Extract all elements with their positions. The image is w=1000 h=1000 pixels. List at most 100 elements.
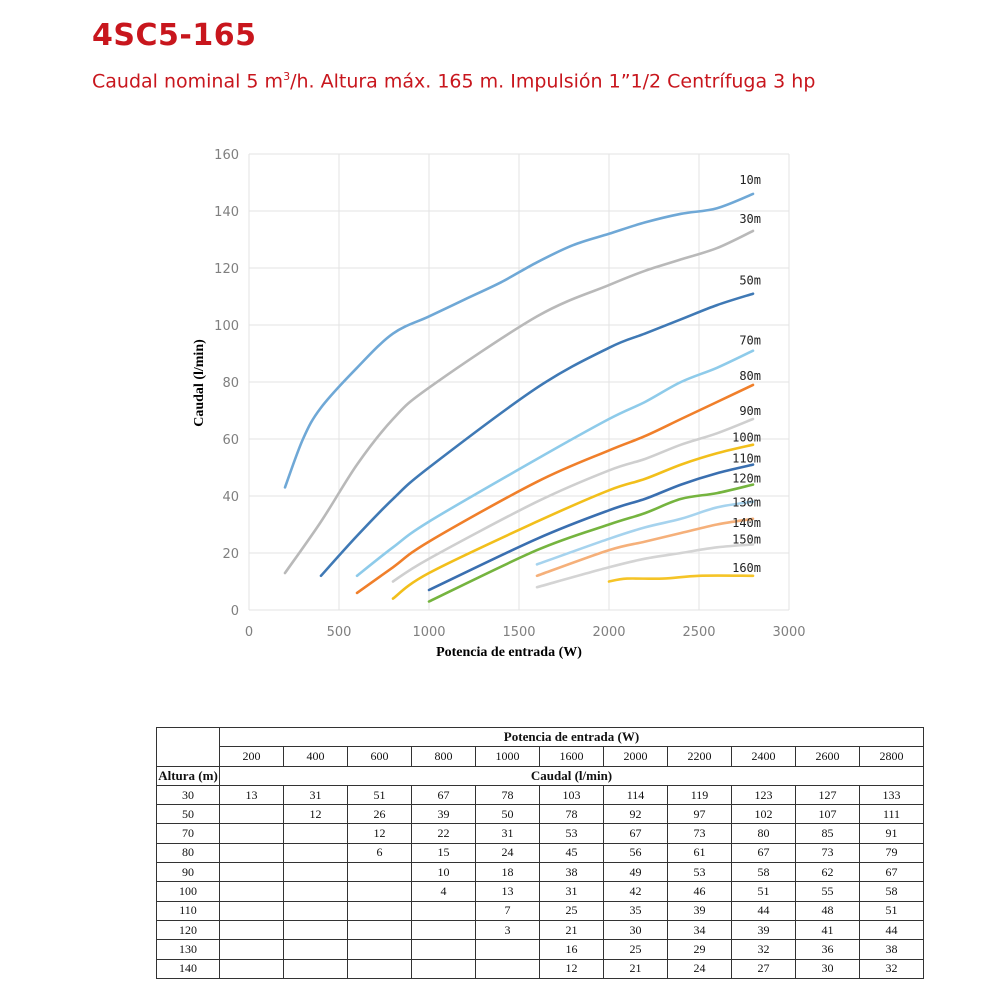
table-cell: 39	[667, 900, 732, 921]
table-cell	[347, 958, 412, 979]
subtitle-superscript: 3	[283, 70, 291, 83]
table-cell	[219, 804, 284, 825]
chart-series-labels: 10m 30m 50m 70m 80m 90m 100m 110m 120m 130m 140m 15…	[732, 173, 761, 575]
table-cell: 67	[859, 862, 924, 883]
table-power-row: 200 400 600 800 1000 1600 2000 2200 2400 2600 2800	[157, 746, 924, 767]
table-cell: 48	[795, 900, 860, 921]
table-cell	[219, 939, 284, 960]
table-cell: 67	[731, 842, 796, 864]
page-subtitle: Caudal nominal 5 m3/h. Altura máx. 165 m…	[92, 70, 815, 92]
table-row: 100 4 13 31 42 46 51 55 58	[156, 881, 924, 902]
series-line-150m	[535, 543, 755, 589]
table-cell	[475, 958, 540, 979]
y-tick-label: 80	[222, 376, 239, 391]
table-cell	[283, 939, 348, 960]
table-altura-cell: 130	[156, 939, 220, 960]
table-cell	[219, 958, 284, 979]
table-cell	[283, 842, 348, 864]
table-cell: 73	[795, 842, 860, 864]
table-altura-cell: 80	[156, 842, 220, 864]
table-cell: 39	[731, 919, 796, 941]
table-cell: 97	[667, 804, 732, 825]
table-cell: 133	[859, 784, 924, 806]
x-tick-label: 1500	[502, 625, 535, 640]
series-label-80m: 80m	[739, 369, 761, 383]
table-cell: 49	[603, 862, 668, 883]
table-cell	[219, 823, 284, 844]
table-cell: 38	[539, 862, 604, 883]
table-power-header: 400	[283, 746, 348, 767]
table-cell: 73	[667, 823, 732, 844]
table-cell: 103	[539, 784, 604, 806]
table-cell	[411, 919, 476, 941]
table-cell: 36	[795, 939, 860, 960]
table-cell	[283, 823, 348, 844]
table-cell: 67	[411, 784, 476, 806]
chart-grid	[248, 153, 790, 611]
series-label-70m: 70m	[739, 334, 761, 348]
table-power-header: 2400	[731, 746, 796, 767]
table-cell	[283, 862, 348, 883]
table-cell: 58	[731, 862, 796, 883]
table-cell	[219, 900, 284, 921]
table-cell	[219, 862, 284, 883]
table-cell: 80	[731, 823, 796, 844]
series-line-110m	[427, 463, 755, 592]
table-altura-cell: 50	[156, 804, 220, 825]
table-cell	[219, 842, 284, 864]
series-line-160m	[607, 574, 755, 583]
table-cell: 31	[475, 823, 540, 844]
table-cell: 102	[731, 804, 796, 825]
table-cell: 119	[667, 784, 732, 806]
y-tick-label: 20	[222, 547, 239, 562]
table-cell: 31	[283, 784, 348, 806]
table-power-header: 2800	[859, 746, 924, 767]
table-body: 30 13 31 51 67 78 103 114 119 123 127 133 50 12 26 39 50…	[156, 784, 924, 979]
table-cell	[347, 881, 412, 902]
x-tick-label: 1000	[412, 625, 445, 640]
series-label-150m: 150m	[732, 532, 761, 546]
table-power-header: 2200	[667, 746, 732, 767]
table-row: 90 10 18 38 49 53 58 62 67	[156, 862, 924, 883]
x-tick-label: 0	[245, 625, 253, 640]
table-cell: 79	[859, 842, 924, 864]
table-cell: 18	[475, 862, 540, 883]
table-cell: 26	[347, 804, 412, 825]
table-power-header: 600	[347, 746, 412, 767]
series-line-80m	[355, 383, 755, 595]
table-cell: 39	[411, 804, 476, 825]
table-cell: 61	[667, 842, 732, 864]
table-row: 140 12 21 24 27 30 32	[156, 958, 924, 979]
table-altura-cell: 120	[156, 919, 220, 941]
table-row-header-label: Altura (m)	[156, 765, 220, 786]
table-cell: 21	[539, 919, 604, 941]
table-cell: 91	[859, 823, 924, 844]
y-tick-label: 120	[214, 262, 239, 277]
series-label-30m: 30m	[739, 212, 761, 226]
table-cell: 114	[603, 784, 668, 806]
table-cell: 6	[347, 842, 412, 864]
table-cell: 53	[667, 862, 732, 883]
table-cell	[283, 958, 348, 979]
table-cell	[219, 919, 284, 941]
table-cell: 13	[219, 784, 284, 806]
table-cell	[411, 958, 476, 979]
y-tick-label: 60	[222, 433, 239, 448]
table-power-header: 2600	[795, 746, 860, 767]
x-tick-label: 500	[327, 625, 352, 640]
chart-series-lines	[283, 192, 755, 603]
table-cell: 16	[539, 939, 604, 960]
table-altura-cell: 70	[156, 823, 220, 844]
table-power-header: 200	[219, 746, 284, 767]
series-line-120m	[427, 483, 755, 603]
table-cell: 25	[539, 900, 604, 921]
table-cell: 12	[283, 804, 348, 825]
table-power-header: 1600	[539, 746, 604, 767]
x-tick-label: 2000	[592, 625, 625, 640]
table-cell	[219, 881, 284, 902]
series-label-160m: 160m	[732, 561, 761, 575]
table-cell: 34	[667, 919, 732, 941]
table-cell: 111	[859, 804, 924, 825]
table-altura-cell: 140	[156, 958, 220, 979]
series-line-50m	[319, 292, 755, 578]
